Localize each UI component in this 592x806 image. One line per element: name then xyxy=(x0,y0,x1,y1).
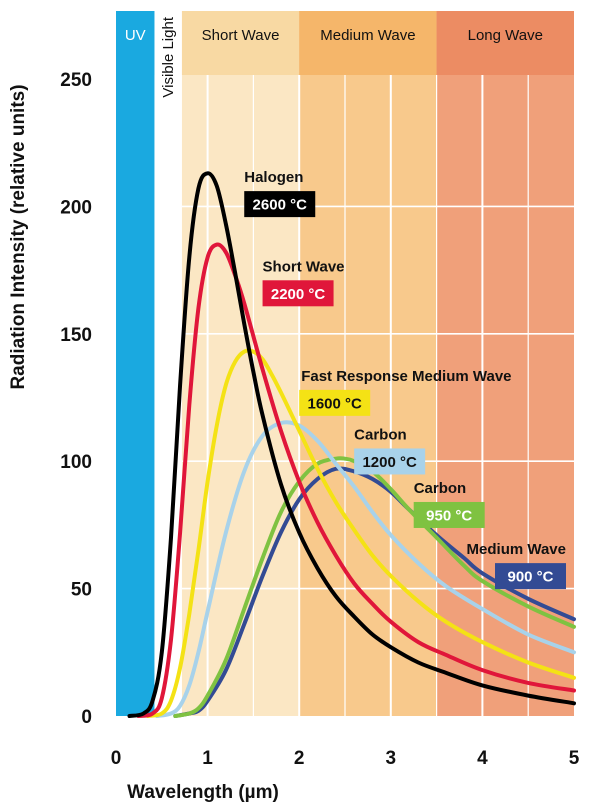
temperature-label-halogen-2600-c: 2600 °C xyxy=(253,197,308,214)
band-header-uv xyxy=(116,11,155,75)
band-label-visible-light: Visible Light xyxy=(160,16,177,97)
temperature-badge-halogen-2600-c xyxy=(244,191,316,218)
curve-name-fast-response-medium-wave-1600-c: Fast Response Medium Wave xyxy=(301,368,511,385)
x-tick-0: 0 xyxy=(111,748,122,769)
y-tick-200: 200 xyxy=(60,197,92,218)
curve-name-carbon-1200-c: Carbon xyxy=(354,426,407,443)
curve-carbon-1200-c xyxy=(155,420,576,718)
curve-fast-response-medium-wave-1600-c xyxy=(145,348,576,718)
y-tick-100: 100 xyxy=(60,452,92,473)
band-header-long-wave xyxy=(436,11,574,75)
temperature-badge-fast-response-medium-wave-1600-c xyxy=(299,389,371,416)
band-label-medium-wave: Medium Wave xyxy=(320,27,415,44)
x-axis-title: Wavelength (µm) xyxy=(127,782,279,803)
curve-name-halogen-2600-c: Halogen xyxy=(244,169,303,186)
curve-carbon-950-c xyxy=(173,456,576,718)
curve-name-short-wave-2200-c: Short Wave xyxy=(263,258,345,275)
band-header-short-wave xyxy=(181,11,300,75)
x-tick-2: 2 xyxy=(294,748,305,769)
temperature-label-medium-wave-900-c: 900 °C xyxy=(507,569,553,586)
axis-ticks: 0 50 100 150 200 250 0 1 2 3 4 5 xyxy=(60,70,579,769)
band-label-short-wave: Short Wave xyxy=(202,27,280,44)
curves xyxy=(127,171,576,718)
y-tick-250: 250 xyxy=(60,70,92,91)
band-medium-wave xyxy=(299,11,437,716)
y-tick-0: 0 xyxy=(81,707,92,728)
y-tick-50: 50 xyxy=(71,580,92,601)
band-short-wave xyxy=(181,11,300,716)
x-tick-1: 1 xyxy=(202,748,213,769)
y-axis-title: Radiation Intensity (relative units) xyxy=(8,84,29,389)
band-visible-light xyxy=(154,11,182,716)
x-tick-3: 3 xyxy=(386,748,397,769)
y-tick-150: 150 xyxy=(60,325,92,346)
band-uv xyxy=(116,11,155,716)
temperature-badge-medium-wave-900-c xyxy=(495,563,566,590)
curve-halogen-2600-c xyxy=(127,171,576,718)
x-tick-5: 5 xyxy=(569,748,580,769)
curve-name-carbon-950-c: Carbon xyxy=(414,480,467,497)
band-header-medium-wave xyxy=(299,11,437,75)
curve-short-wave-2200-c xyxy=(136,242,576,718)
curve-name-medium-wave-900-c: Medium Wave xyxy=(467,541,566,558)
x-tick-4: 4 xyxy=(477,748,488,769)
temperature-badge-carbon-950-c xyxy=(413,501,485,528)
temperature-label-carbon-950-c: 950 °C xyxy=(426,507,472,524)
band-label-long-wave: Long Wave xyxy=(468,27,543,44)
temperature-label-short-wave-2200-c: 2200 °C xyxy=(271,286,326,303)
band-long-wave xyxy=(436,11,574,716)
band-label-uv: UV xyxy=(125,27,146,44)
temperature-badge-carbon-1200-c xyxy=(354,448,426,475)
temperature-badge-short-wave-2200-c xyxy=(262,280,334,307)
curve-medium-wave-900-c xyxy=(173,466,576,718)
temperature-label-carbon-1200-c: 1200 °C xyxy=(362,454,417,471)
temperature-label-fast-response-medium-wave-1600-c: 1600 °C xyxy=(308,395,363,412)
curve-labels: Halogen 2600 °C Short Wave 2200 °C Fast Resp… xyxy=(244,169,566,590)
